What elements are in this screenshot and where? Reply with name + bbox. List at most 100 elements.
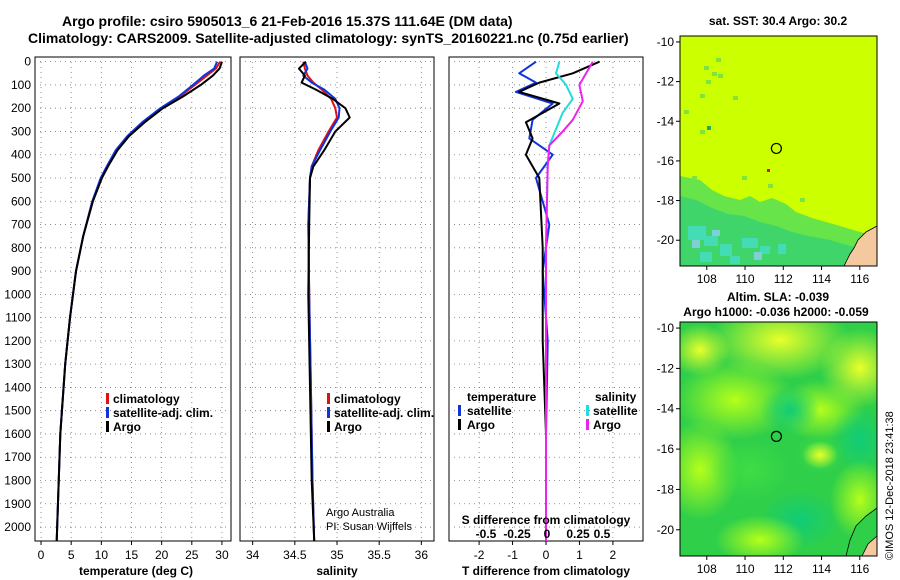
s-difference-tick-label: -0.25: [503, 527, 531, 541]
map-y-tick-label: -12: [657, 361, 675, 375]
legend-swatch-s-argo: [586, 419, 589, 430]
sst-coldest-patch: [692, 240, 700, 248]
sst-cool-patch: [742, 238, 758, 248]
map-x-tick-label: 112: [774, 272, 793, 286]
depth-tick-label: 600: [11, 194, 31, 208]
argo-position-marker: [770, 142, 782, 155]
sst-speckle: [716, 58, 721, 62]
map-y-tick-label: -20: [657, 523, 675, 537]
legend-label-s-satellite: satellite: [593, 404, 638, 418]
credit-line-1: Argo Australia: [326, 507, 395, 519]
map-y-tick-label: -18: [657, 482, 675, 496]
sst-speckle: [768, 184, 773, 188]
depth-tick-label: 100: [11, 78, 31, 92]
sla-map-title: Altim. SLA: -0.039: [727, 290, 829, 304]
sst-cool-patch: [720, 244, 732, 256]
depth-tick-label: 1000: [4, 287, 31, 301]
sst-cool-patch: [700, 252, 712, 262]
legend-title-salinity: salinity: [595, 390, 637, 404]
temperature-legend: climatology satellite-adj. clim. Argo: [106, 392, 213, 434]
sst-coldest-patch: [712, 230, 720, 236]
sst-speckle: [800, 198, 805, 202]
legend-label-satellite: satellite-adj. clim.: [113, 406, 213, 420]
map-y-tick-label: -14: [657, 402, 675, 416]
s-difference-ticks: -0.5 -0.25 0 0.25 0.5: [476, 527, 611, 541]
salinity-tick-label: 34: [246, 548, 260, 562]
difference-tick-label: 0: [543, 548, 550, 562]
difference-series-t-argo: [518, 60, 600, 541]
legend-swatch-satellite: [327, 407, 330, 418]
legend-label-t-argo: Argo: [467, 418, 495, 432]
depth-tick-label: 1400: [4, 380, 31, 394]
salinity-series-argo: [298, 60, 351, 542]
depth-tick-label: 0: [24, 55, 31, 69]
figure-title: Argo profile: csiro 5905013_6 21-Feb-201…: [62, 13, 513, 29]
sst-land: [843, 225, 877, 266]
depth-tick-label: 800: [11, 241, 31, 255]
sst-speckle: [712, 72, 717, 76]
temperature-tick-label: 20: [155, 548, 169, 562]
sla-anomaly-blob: [710, 440, 790, 500]
sst-speckle: [707, 126, 711, 130]
s-difference-tick-label: -0.5: [476, 527, 497, 541]
depth-tick-label: 2000: [4, 520, 31, 534]
depth-tick-label: 1900: [4, 497, 31, 511]
map-x-tick-label: 116: [850, 562, 869, 576]
map-x-tick-label: 112: [774, 562, 793, 576]
difference-tick-label: 1: [576, 548, 583, 562]
difference-series-s-argo: [545, 61, 594, 541]
sla-anomaly-blob: [715, 515, 805, 556]
legend-label-satellite: satellite-adj. clim.: [334, 406, 434, 420]
temperature-tick-label: 25: [185, 548, 199, 562]
sst-speckle: [706, 80, 711, 84]
difference-panel: -2 -1 0 1 2: [448, 56, 644, 562]
map-y-tick-label: -14: [657, 114, 675, 128]
salinity-panel: 34 34.5 35 35.5 36: [239, 56, 435, 562]
legend-swatch-climatology: [106, 393, 109, 404]
difference-tick-label: -1: [507, 548, 518, 562]
sla-map: [680, 322, 877, 556]
sla-anomaly-blob: [760, 385, 820, 435]
imos-footer: ©IMOS 12-Dec-2018 23:41:38: [884, 411, 896, 560]
sst-speckle: [733, 96, 738, 100]
depth-tick-label: 400: [11, 148, 31, 162]
temperature-tick-label: 0: [38, 548, 45, 562]
s-difference-axis-label: S difference from climatology: [462, 513, 631, 527]
map-y-tick-label: -16: [657, 154, 675, 168]
sst-speckle: [692, 176, 697, 180]
map-x-tick-label: 114: [812, 272, 831, 286]
temperature-frame: [34, 56, 232, 542]
salinity-tick-label: 35.5: [367, 548, 391, 562]
sst-speckle: [718, 74, 723, 78]
figure-subtitle: Climatology: CARS2009. Satellite-adjuste…: [28, 30, 629, 46]
depth-tick-label: 200: [11, 101, 31, 115]
legend-swatch-argo: [106, 421, 109, 432]
depth-tick-label: 900: [11, 264, 31, 278]
legend-swatch-t-satellite: [458, 405, 461, 416]
sst-cool-patch: [778, 244, 786, 254]
sst-speckle: [704, 66, 709, 70]
temperature-tick-label: 30: [215, 548, 229, 562]
sst-speckle: [684, 110, 689, 114]
t-difference-axis-label: T difference from climatology: [462, 564, 630, 578]
salinity-legend: climatology satellite-adj. clim. Argo: [327, 392, 434, 434]
sst-map: [680, 36, 877, 266]
legend-swatch-t-argo: [458, 419, 461, 430]
salinity-tick-label: 36: [415, 548, 429, 562]
sst-speckle: [700, 94, 705, 98]
map-x-tick-label: 110: [735, 272, 754, 286]
depth-tick-label: 1100: [5, 311, 31, 325]
sst-speckle: [742, 176, 747, 180]
legend-label-t-satellite: satellite: [467, 404, 512, 418]
map-x-tick-label: 114: [812, 562, 831, 576]
legend-label-argo: Argo: [334, 420, 362, 434]
depth-tick-label: 1500: [4, 404, 31, 418]
temperature-axis-label: temperature (deg C): [79, 564, 193, 578]
difference-legend: temperature satellite Argo salinity sate…: [458, 390, 638, 432]
depth-tick-label: 1600: [4, 427, 31, 441]
map-y-tick-label: -10: [657, 321, 675, 335]
map-y-tick-label: -10: [657, 35, 675, 49]
temperature-panel: 0 5 10 15 20 25 30: [34, 56, 232, 562]
map-x-tick-label: 116: [850, 272, 869, 286]
legend-title-temperature: temperature: [467, 390, 537, 404]
